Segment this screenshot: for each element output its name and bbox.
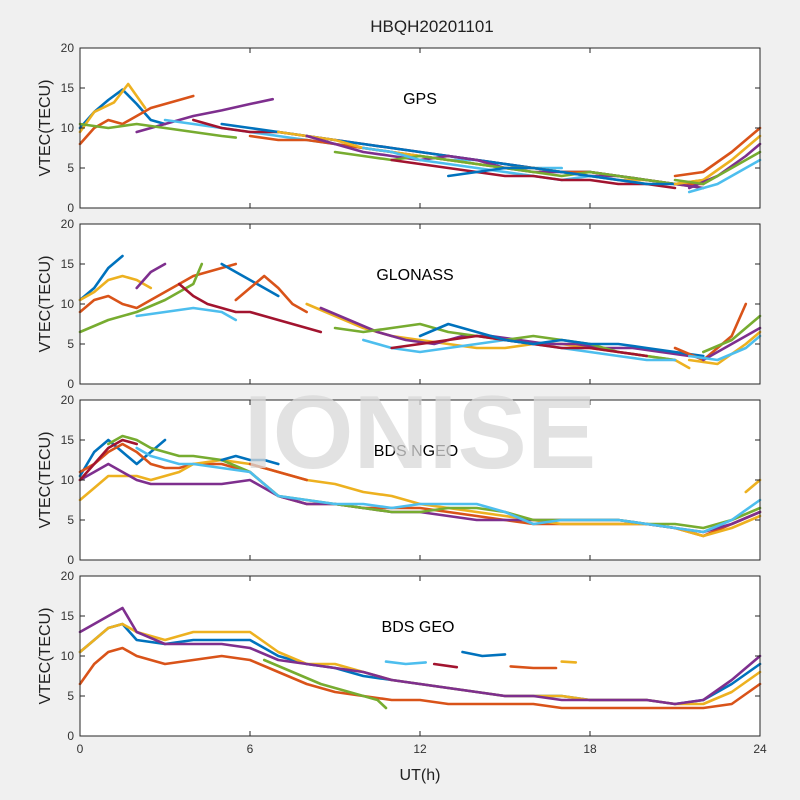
series-line-13: [390, 158, 677, 190]
y-tick-label: 20: [61, 217, 75, 231]
x-axis-label: UT(h): [400, 767, 441, 784]
y-tick-label: 10: [61, 473, 75, 487]
panel-2: 0 5 10 15 20 VTEC(TECU) BDS NGEO: [37, 393, 762, 567]
series-line-7: [220, 262, 280, 298]
x-tick-label: 6: [247, 742, 254, 756]
series-line-17: [701, 326, 762, 362]
y-tick-label: 5: [67, 689, 74, 703]
series-line-7: [461, 650, 507, 658]
y-axis-label: VTEC(TECU): [37, 608, 54, 705]
y-tick-label: 5: [67, 161, 74, 175]
panel-label: GPS: [403, 91, 437, 108]
y-tick-label: 20: [61, 393, 75, 407]
panel-0: 0 5 10 15 20 VTEC(TECU) GPS: [37, 41, 762, 215]
series-line-6: [78, 438, 138, 482]
series-line-18: [701, 314, 762, 354]
series-line-6: [177, 282, 323, 334]
y-axis-label: VTEC(TECU): [37, 432, 54, 529]
y-axis-label: VTEC(TECU): [37, 80, 54, 177]
series-line-2: [78, 82, 147, 134]
series-line-1: [78, 646, 762, 710]
y-tick-label: 5: [67, 337, 74, 351]
series-line-4: [78, 122, 238, 139]
plot-area: [80, 48, 760, 208]
y-tick-label: 5: [67, 513, 74, 527]
y-axis-label: VTEC(TECU): [37, 256, 54, 353]
series-line-8: [234, 274, 309, 314]
x-tick-label: 18: [583, 742, 597, 756]
series-line-19: [687, 158, 762, 194]
panels-group: 0 5 10 15 20 VTEC(TECU) GPS 0 5 10 15 20 VTEC(TECU) G…: [37, 41, 767, 756]
series-line-11: [333, 150, 705, 186]
series-line-4: [262, 658, 388, 710]
y-tick-label: 15: [61, 433, 75, 447]
plot-area: [80, 576, 760, 736]
y-tick-label: 0: [67, 377, 74, 391]
series-line-14: [418, 322, 705, 358]
series-line-0: [78, 254, 124, 302]
series-line-18: [673, 150, 762, 186]
series-line-7: [220, 454, 280, 466]
plot-area: [80, 224, 760, 384]
series-line-19: [687, 334, 762, 362]
y-tick-label: 0: [67, 201, 74, 215]
y-tick-label: 20: [61, 569, 75, 583]
series-line-8: [248, 462, 309, 482]
series-line-5: [135, 446, 762, 534]
y-tick-label: 15: [61, 257, 75, 271]
series-line-10: [319, 306, 691, 358]
y-tick-label: 15: [61, 609, 75, 623]
series-line-15: [673, 302, 748, 362]
series-line-3: [135, 97, 275, 134]
y-tick-label: 0: [67, 729, 74, 743]
series-line-2: [78, 274, 153, 302]
figure-title: HBQH20201101: [370, 17, 494, 36]
series-line-1: [78, 94, 195, 146]
series-line-4: [78, 262, 204, 334]
series-line-15: [673, 126, 762, 178]
series-line-3: [135, 262, 167, 290]
y-tick-label: 10: [61, 297, 75, 311]
x-tick-label: 0: [77, 742, 84, 756]
panel-3: 0 5 10 15 20 0 6 12 18 24 VTEC(TECU) BDS GEO: [37, 569, 767, 756]
series-line-3: [78, 606, 762, 706]
panel-label: GLONASS: [376, 267, 453, 284]
y-tick-label: 15: [61, 81, 75, 95]
y-tick-label: 0: [67, 553, 74, 567]
series-line-9: [560, 660, 578, 664]
series-line-14: [446, 166, 677, 186]
series-line-0: [78, 438, 167, 478]
series-line-5: [384, 660, 428, 666]
y-tick-label: 10: [61, 649, 75, 663]
series-line-6: [432, 662, 459, 669]
series-line-8: [509, 665, 558, 670]
series-line-5: [135, 306, 238, 322]
series-line-17: [687, 142, 762, 190]
panel-label: BDS NGEO: [374, 443, 458, 460]
panel-1: 0 5 10 15 20 VTEC(TECU) GLONASS: [37, 217, 762, 391]
series-line-2: [78, 458, 762, 538]
series-line-1: [78, 262, 238, 314]
panel-label: BDS GEO: [382, 619, 455, 636]
watermark: IONISE: [244, 375, 597, 491]
y-tick-label: 10: [61, 121, 75, 135]
plot-area: [80, 400, 760, 560]
x-tick-label: 12: [413, 742, 427, 756]
y-tick-label: 20: [61, 41, 75, 55]
x-tick-label: 24: [753, 742, 767, 756]
series-line-9: [744, 478, 762, 494]
